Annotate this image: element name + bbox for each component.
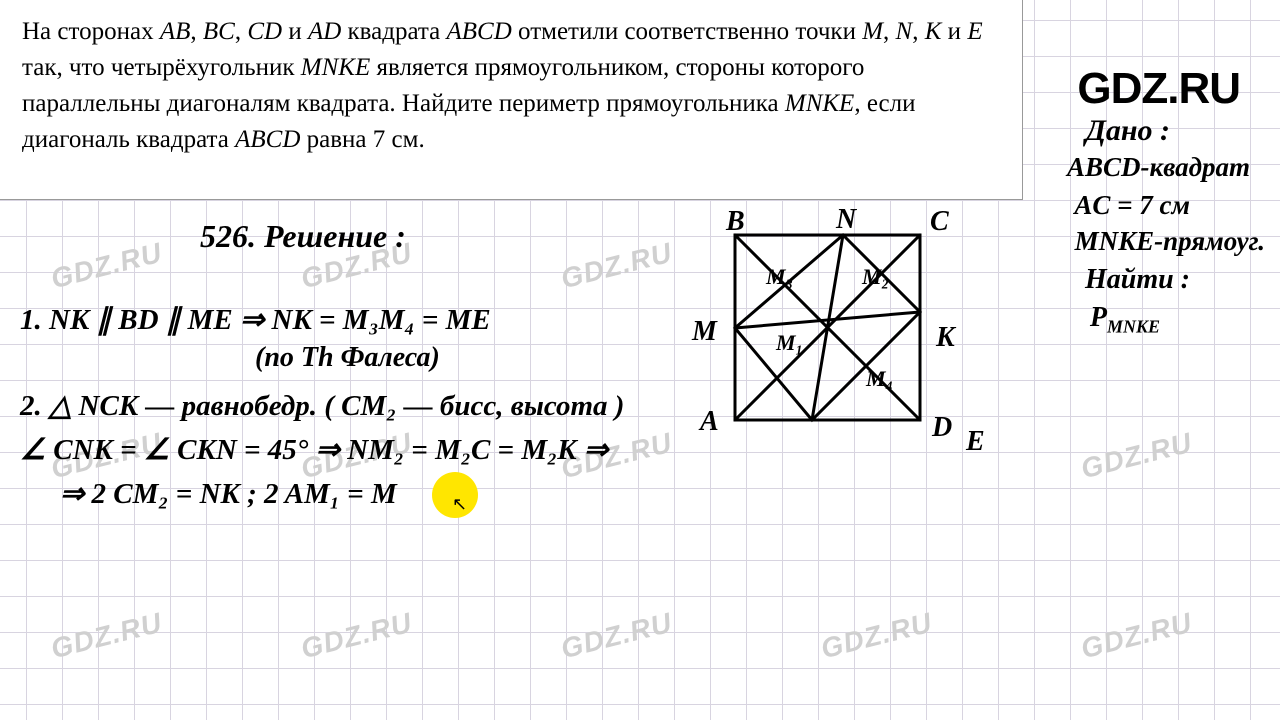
site-logo: GDZ.RU <box>1077 64 1240 114</box>
given-line-5: PMNKE <box>1090 302 1160 338</box>
label-B: B <box>726 206 745 238</box>
problem-statement: На сторонах AB, BC, CD и AD квадрата ABC… <box>0 0 1023 200</box>
given-line-3: MNKE-прямоуг. <box>1075 226 1265 257</box>
cursor-icon: ↖ <box>452 494 467 515</box>
label-M1: M₁ <box>776 330 803 356</box>
solution-line-2b: ∠ CNK = ∠ CKN = 45° ⇒ NM₂ = M₂C = M₂K ⇒ <box>20 432 608 467</box>
label-N: N <box>836 204 856 236</box>
label-D: D <box>932 412 952 444</box>
given-line-1: ABCD-квадрат <box>1067 152 1250 183</box>
solution-line-2a: 2. △ NCK — равнобедр. ( CM₂ — бисс, высо… <box>20 388 624 423</box>
label-C: C <box>930 206 949 238</box>
given-title: Дано : <box>1085 114 1170 148</box>
solution-line-2c: ⇒ 2 CM₂ = NK ; 2 AM₁ = M <box>60 476 397 511</box>
solution-line-1b: (по Th Фалеса) <box>255 342 440 374</box>
given-line-4: Найти : <box>1085 264 1190 296</box>
label-A: A <box>700 406 719 438</box>
label-M: M <box>692 316 717 348</box>
solution-header: 526. Решение : <box>200 218 406 255</box>
label-M3: M₃ <box>766 264 793 290</box>
label-E-right: E <box>966 426 985 458</box>
label-M2: M₂ <box>862 264 889 290</box>
label-K: K <box>936 322 955 354</box>
label-M4: M₄ <box>866 366 893 392</box>
solution-line-1a: 1. NK ∥ BD ∥ ME ⇒ NK = M₃M₄ = ME <box>20 302 491 337</box>
given-line-2: AC = 7 см <box>1074 190 1190 221</box>
